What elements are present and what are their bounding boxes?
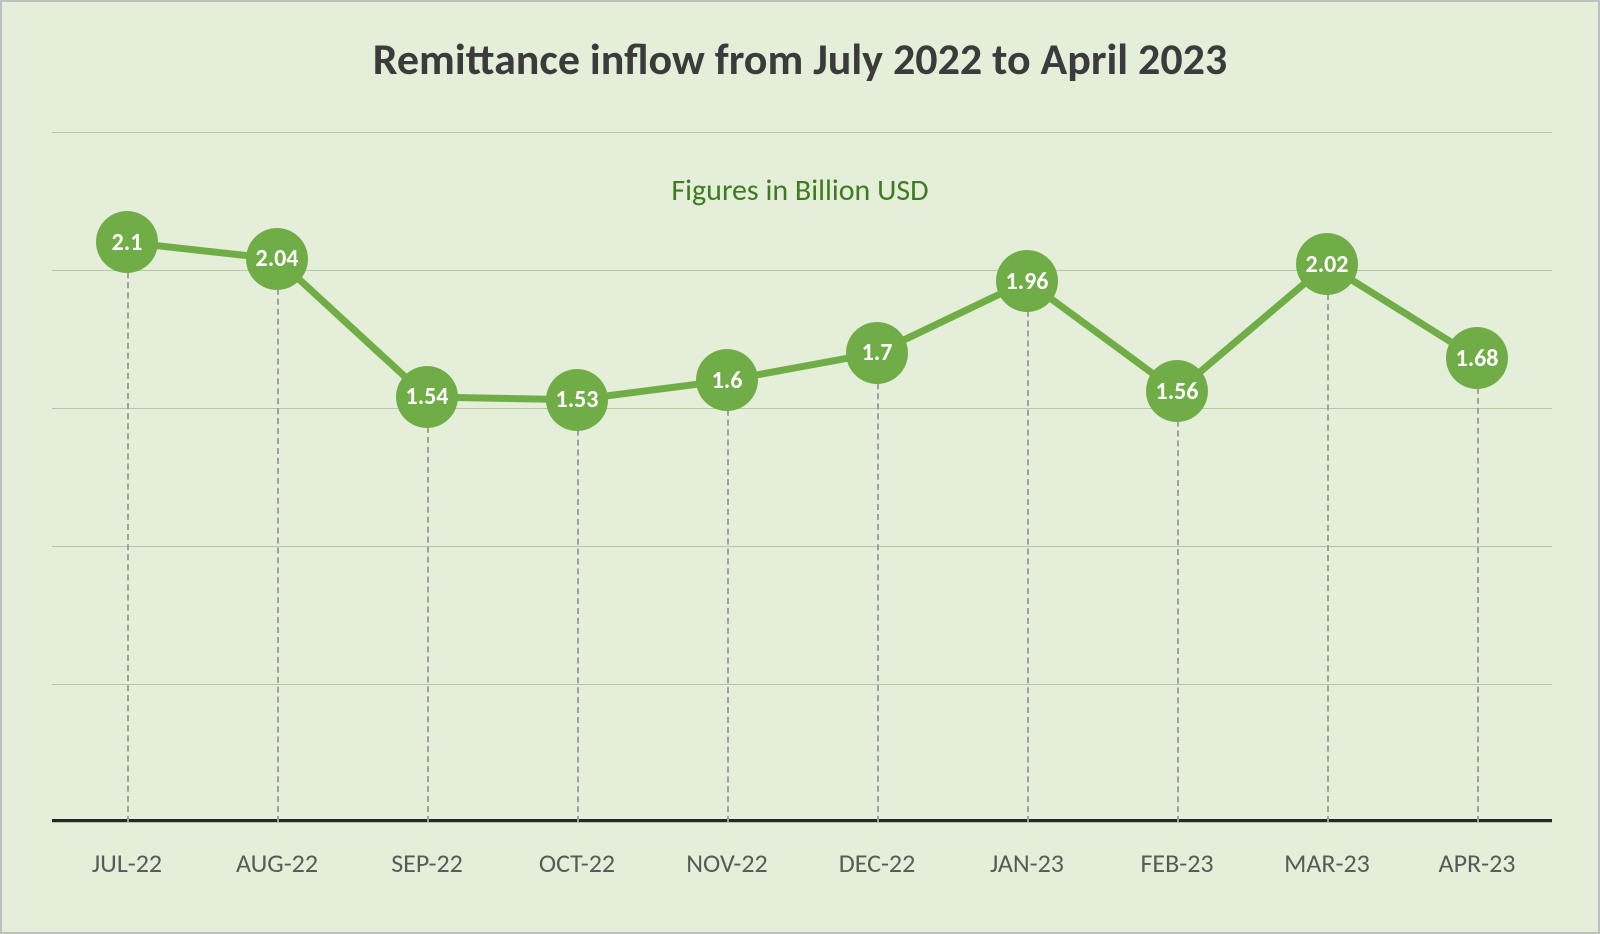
data-point-marker: 1.53 — [546, 369, 608, 431]
data-point-marker: 2.02 — [1296, 233, 1358, 295]
x-axis-label: JUL-22 — [92, 847, 162, 879]
data-point-label: 2.04 — [256, 244, 299, 273]
drop-line — [127, 242, 129, 822]
drop-line — [1477, 358, 1479, 822]
data-point-marker: 1.7 — [846, 322, 908, 384]
chart-frame: Remittance inflow from July 2022 to Apri… — [0, 0, 1600, 934]
data-point-label: 1.68 — [1456, 344, 1499, 373]
data-point-label: 2.1 — [112, 228, 143, 257]
x-axis-label: FEB-23 — [1140, 847, 1213, 879]
data-point-label: 1.6 — [712, 366, 743, 395]
data-point-label: 1.7 — [862, 338, 893, 367]
x-axis-label: MAR-23 — [1284, 847, 1370, 879]
data-point-label: 1.54 — [406, 382, 449, 411]
drop-line — [1177, 391, 1179, 822]
data-point-marker: 1.6 — [696, 349, 758, 411]
x-axis-label: SEP-22 — [391, 847, 463, 879]
x-axis-label: AUG-22 — [236, 847, 318, 879]
x-axis-label: APR-23 — [1439, 847, 1516, 879]
chart-title: Remittance inflow from July 2022 to Apri… — [2, 32, 1598, 86]
drop-line — [727, 380, 729, 822]
horizontal-gridline — [52, 822, 1552, 823]
data-point-marker: 2.04 — [246, 228, 308, 290]
x-axis-label: JAN-23 — [990, 847, 1064, 879]
data-point-marker: 2.1 — [96, 211, 158, 273]
data-point-label: 2.02 — [1306, 250, 1349, 279]
data-point-label: 1.96 — [1006, 267, 1049, 296]
data-point-marker: 1.56 — [1146, 360, 1208, 422]
data-point-marker: 1.96 — [996, 250, 1058, 312]
series-line — [127, 242, 1477, 399]
drop-line — [1027, 281, 1029, 822]
drop-line — [877, 353, 879, 822]
drop-line — [577, 400, 579, 822]
data-point-label: 1.56 — [1156, 377, 1199, 406]
x-axis-label: OCT-22 — [539, 847, 615, 879]
x-axis-label: DEC-22 — [839, 847, 916, 879]
drop-line — [1327, 264, 1329, 822]
plot-area: 2.1 2.04 1.54 1.53 1.6 1.7 1.96 1.56 2.02 1.68 — [52, 132, 1552, 822]
horizontal-gridline — [52, 132, 1552, 133]
data-point-label: 1.53 — [556, 385, 599, 414]
drop-line — [277, 259, 279, 822]
data-point-marker: 1.68 — [1446, 327, 1508, 389]
data-point-marker: 1.54 — [396, 366, 458, 428]
x-axis-labels: JUL-22 AUG-22 SEP-22 OCT-22 NOV-22 DEC-22 JAN-… — [52, 847, 1552, 887]
drop-line — [427, 397, 429, 822]
x-axis-label: NOV-22 — [686, 847, 767, 879]
